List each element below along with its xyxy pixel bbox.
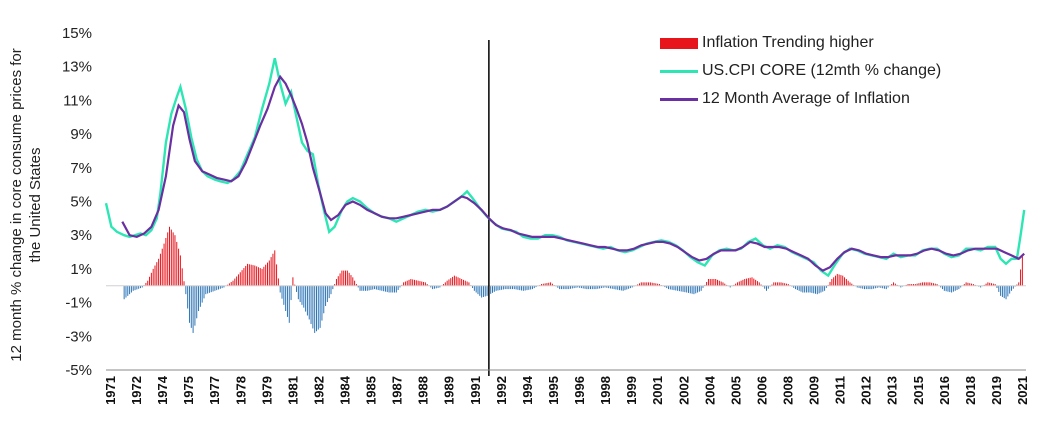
x-tick-label: 1988 [416, 376, 431, 405]
x-tick-label: 1975 [181, 376, 196, 405]
y-tick-label: 11% [63, 92, 92, 109]
y-tick-label: 9% [70, 126, 92, 143]
x-tick-label: 1998 [598, 376, 613, 405]
avg-inflation-line [121, 74, 1025, 272]
y-tick-label: -1% [65, 295, 92, 312]
legend-swatch-cpi [660, 69, 698, 73]
x-tick-label: 2004 [702, 375, 717, 405]
x-tick-label: 2013 [885, 376, 900, 405]
legend-label: US.CPI CORE (12mth % change) [702, 62, 942, 79]
x-tick-label: 1978 [233, 376, 248, 405]
x-tick-label: 2009 [807, 376, 822, 405]
x-tick-label: 1984 [338, 375, 353, 405]
y-tick-label: 5% [70, 194, 92, 211]
y-tick-label: 3% [70, 227, 92, 244]
y-tick-label: 13% [62, 59, 92, 76]
x-tick-label: 1989 [442, 376, 457, 405]
y-axis: 15% 13% 11% 9% 7% 5% 3% 1% -1% -3% -5% [62, 25, 92, 379]
x-tick-label: 2016 [937, 376, 952, 405]
legend-item-cpi: US.CPI CORE (12mth % change) [660, 57, 941, 85]
x-tick-label: 2001 [650, 376, 665, 405]
x-tick-label: 2002 [676, 376, 691, 405]
x-tick-label: 1981 [285, 376, 300, 405]
legend-swatch-avg [660, 97, 698, 101]
x-tick-label: 1972 [129, 376, 144, 405]
y-tick-label: 7% [70, 160, 92, 177]
x-tick-label: 1996 [572, 376, 587, 405]
x-tick-label: 1985 [364, 376, 379, 405]
y-axis-label-text: 12 month % change in core consume prices… [8, 48, 44, 362]
x-tick-label: 1995 [546, 376, 561, 405]
y-tick-label: 1% [70, 261, 92, 278]
y-tick-label: 15% [62, 25, 92, 42]
bars-series [123, 226, 1023, 333]
legend-swatch-bar [660, 37, 698, 49]
x-tick-label: 2011 [833, 376, 848, 404]
x-tick-label: 1974 [155, 375, 170, 405]
x-tick-label: 1991 [468, 376, 483, 405]
legend-label: Inflation Trending higher [702, 34, 874, 51]
x-tick-label: 1994 [520, 375, 535, 405]
x-tick-label: 2019 [989, 376, 1004, 405]
y-tick-label: -3% [65, 328, 92, 345]
x-tick-label: 1992 [494, 376, 509, 405]
x-tick-label: 1979 [259, 376, 274, 405]
x-tick-label: 2018 [963, 376, 978, 405]
x-tick-label: 2008 [781, 376, 796, 405]
x-tick-label: 2015 [911, 376, 926, 405]
x-tick-label: 1982 [312, 376, 327, 405]
x-tick-label: 2012 [859, 376, 874, 405]
legend-item-inflation: Inflation Trending higher [660, 29, 941, 57]
x-tick-label: 2005 [728, 376, 743, 405]
x-tick-label: 1999 [624, 376, 639, 405]
x-tick-label: 1977 [207, 376, 222, 405]
x-tick-label: 2006 [754, 376, 769, 405]
x-axis: 1971 1972 1974 1975 1977 1978 1979 1981 1982 1984… [103, 369, 1030, 405]
legend: Inflation Trending higher US.CPI CORE (1… [660, 29, 941, 113]
legend-label: 12 Month Average of Inflation [702, 90, 910, 107]
x-tick-label: 1987 [390, 376, 405, 405]
y-axis-label: 12 month % change in core consume prices… [4, 40, 48, 370]
y-tick-label: -5% [65, 362, 92, 379]
legend-item-avg: 12 Month Average of Inflation [660, 85, 941, 113]
x-tick-label: 2021 [1015, 376, 1030, 405]
x-tick-label: 1971 [103, 376, 118, 405]
